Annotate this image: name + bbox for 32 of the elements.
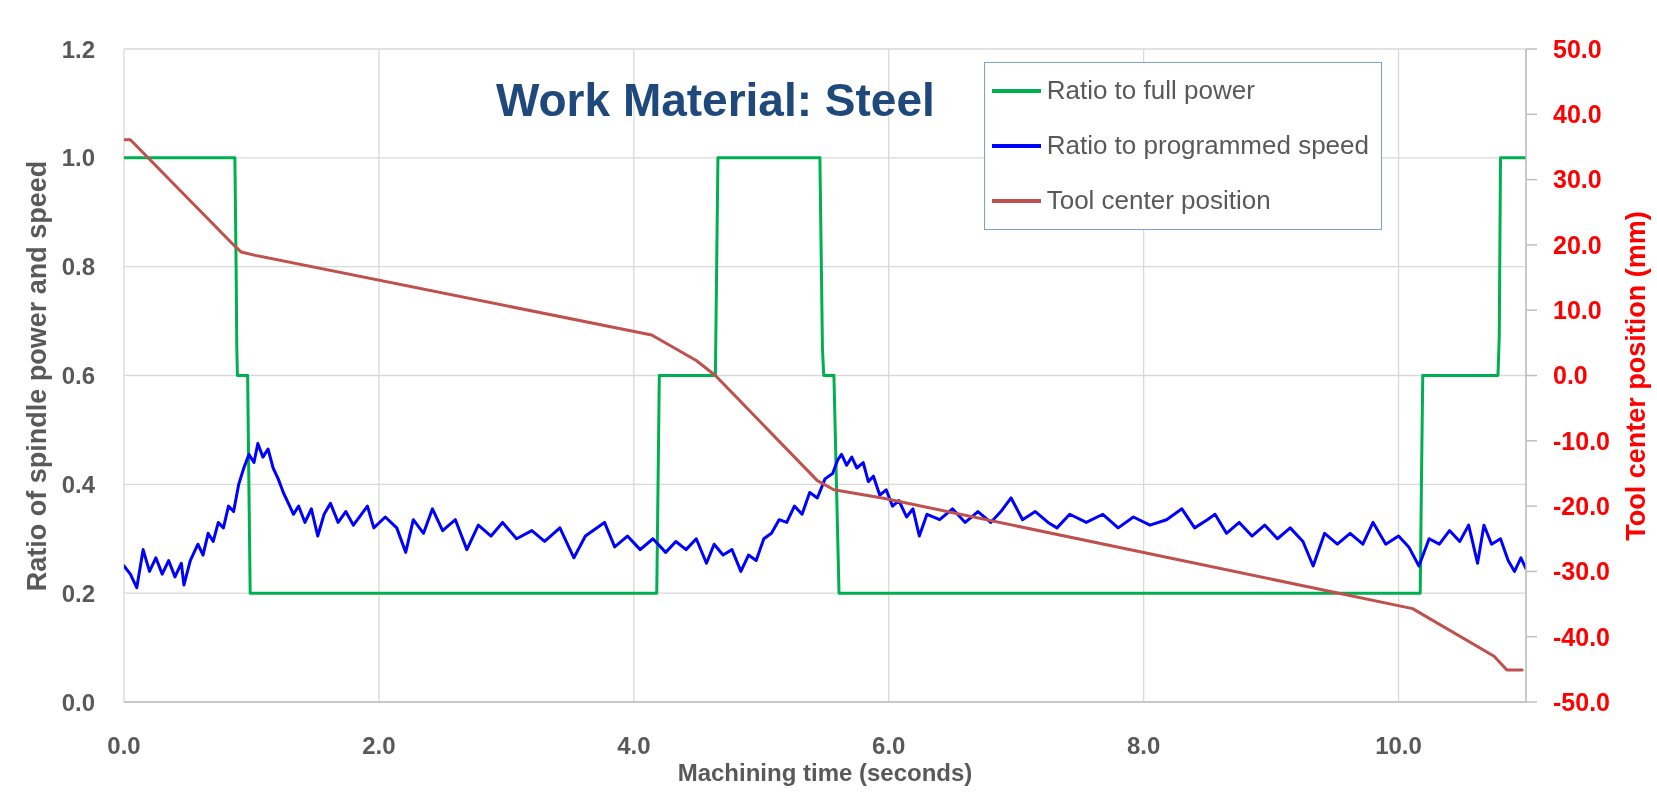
y2-tick-label: 30.0 <box>1553 165 1602 194</box>
y2-tick-label: -20.0 <box>1553 491 1610 520</box>
y2-tick-label: 20.0 <box>1553 230 1602 259</box>
legend-label: Tool center position <box>1046 185 1271 216</box>
y-tick-label: 0.0 <box>61 688 95 716</box>
y2-tick-label: -10.0 <box>1553 426 1610 455</box>
text: Work Material: Steel <box>495 74 935 126</box>
y2-tick-label: -30.0 <box>1553 557 1610 586</box>
y2-tick-label: 40.0 <box>1553 100 1602 129</box>
line-series <box>124 442 1526 590</box>
y-tick-label: 0.4 <box>61 470 96 498</box>
legend-label: Ratio to full power <box>1046 75 1255 106</box>
y2-tick-label: 50.0 <box>1553 34 1602 63</box>
y2-axis-title: Tool center position (mm) <box>1620 210 1651 541</box>
y-tick-label: 1.2 <box>61 35 95 63</box>
y-tick-label: 0.8 <box>61 253 95 281</box>
x-tick-label: 6.0 <box>872 732 906 760</box>
x-tick-label: 4.0 <box>617 732 651 760</box>
y2-tick-label: 10.0 <box>1553 296 1602 325</box>
y2-tick-label: -50.0 <box>1553 687 1610 716</box>
x-tick-label: 2.0 <box>362 732 396 760</box>
x-tick-label: 0.0 <box>107 732 141 760</box>
legend-label: Ratio to programmed speed <box>1046 130 1369 161</box>
y-tick-label: 1.0 <box>61 144 95 172</box>
x-axis-title: Machining time (seconds) <box>677 759 973 786</box>
y2-tick-label: 0.0 <box>1553 361 1588 390</box>
y-tick-label: 0.2 <box>61 579 95 607</box>
y-tick-label: 0.6 <box>61 362 95 390</box>
y2-tick-label: -40.0 <box>1553 622 1610 651</box>
y-axis-title: Ratio of spindle power and speed <box>21 160 52 591</box>
x-tick-label: 8.0 <box>1126 732 1161 760</box>
x-tick-label: 10.0 <box>1375 732 1422 760</box>
